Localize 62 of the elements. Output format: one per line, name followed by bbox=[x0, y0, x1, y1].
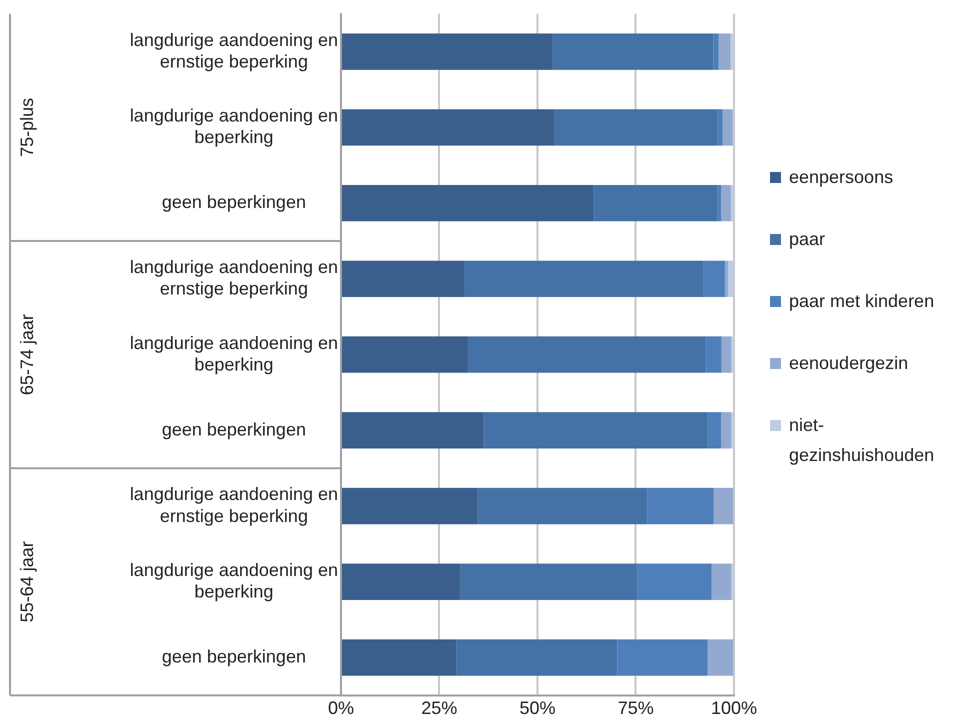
bar bbox=[637, 564, 712, 600]
y-tick-label: geen beperkingen bbox=[162, 192, 306, 212]
bar bbox=[708, 639, 734, 676]
bar bbox=[718, 33, 730, 70]
bar bbox=[342, 639, 456, 676]
text: 55-64 jaar bbox=[16, 541, 37, 622]
bar bbox=[731, 336, 734, 373]
bar bbox=[552, 33, 714, 70]
x-tick-label: 25% bbox=[421, 698, 458, 718]
bar bbox=[342, 488, 478, 524]
y-tick-label: langdurige aandoening en ernstige beperking bbox=[130, 484, 338, 526]
bar bbox=[464, 260, 704, 298]
bar bbox=[706, 336, 722, 373]
bar bbox=[704, 260, 725, 298]
bar bbox=[712, 564, 732, 600]
bar bbox=[722, 109, 733, 146]
y-tick-label: langdurige aandoening en beperking bbox=[130, 332, 338, 374]
bar bbox=[721, 412, 732, 449]
bar bbox=[717, 109, 723, 146]
bar bbox=[731, 564, 734, 600]
bar bbox=[342, 109, 554, 146]
x-tick-label: 50% bbox=[519, 698, 556, 718]
legend-label: niet-gezinshuishouden bbox=[789, 414, 936, 467]
bar bbox=[342, 184, 594, 222]
bar bbox=[724, 260, 728, 298]
bar bbox=[484, 412, 708, 449]
bar bbox=[617, 639, 708, 676]
bar bbox=[342, 260, 464, 298]
legend-label: paar bbox=[789, 228, 826, 251]
legend-label: paar met kinderen bbox=[789, 290, 934, 313]
y-tick-label: langdurige aandoening en beperking bbox=[130, 106, 338, 148]
y-tick-label: geen beperkingen bbox=[162, 646, 306, 666]
text: 75-plus bbox=[16, 98, 37, 157]
bar bbox=[468, 336, 706, 373]
y-tick-label: langdurige aandoening en beperking bbox=[130, 560, 338, 602]
text: 65-74 jaar bbox=[16, 314, 37, 396]
bar bbox=[460, 564, 638, 600]
bar bbox=[647, 488, 714, 524]
x-tick-label: 0% bbox=[328, 698, 354, 718]
bar bbox=[728, 260, 734, 298]
y-tick-label: langdurige aandoening en ernstige beperking bbox=[130, 30, 338, 72]
bar bbox=[721, 184, 731, 222]
bar bbox=[342, 33, 552, 70]
x-tick-label: 75% bbox=[618, 698, 654, 718]
bar bbox=[721, 336, 732, 373]
legend-label: eenoudergezin bbox=[789, 352, 908, 375]
bar bbox=[717, 184, 722, 222]
bar bbox=[456, 639, 618, 676]
legend-label: eenpersoons bbox=[789, 166, 894, 189]
bar bbox=[731, 412, 734, 449]
bar bbox=[594, 184, 718, 222]
bar bbox=[342, 412, 484, 449]
y-tick-label: geen beperkingen bbox=[162, 419, 306, 440]
bar bbox=[714, 488, 734, 524]
bar bbox=[342, 336, 468, 373]
bar bbox=[713, 33, 719, 70]
x-tick-label: 100% bbox=[710, 698, 758, 718]
y-tick-label: langdurige aandoening en ernstige beperking bbox=[130, 257, 338, 299]
bar bbox=[342, 564, 460, 600]
bar bbox=[554, 109, 718, 146]
bar bbox=[708, 412, 722, 449]
bar bbox=[478, 488, 648, 524]
